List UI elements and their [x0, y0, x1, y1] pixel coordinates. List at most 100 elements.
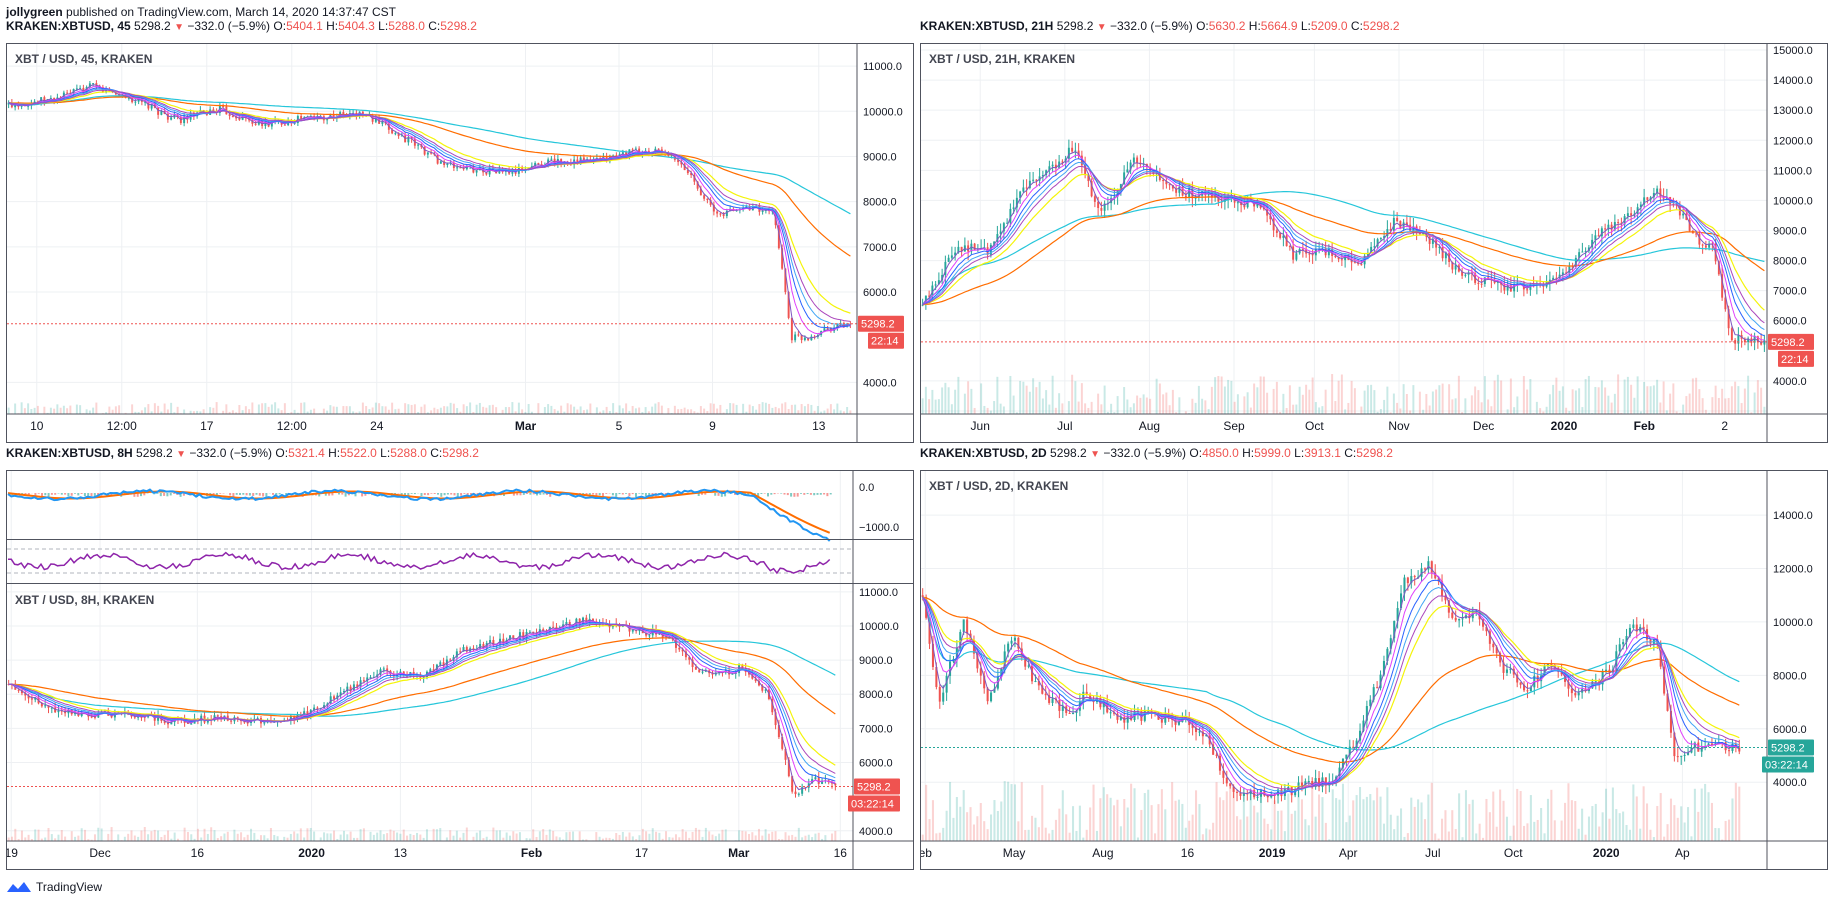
price-badge [1768, 739, 1814, 756]
volume-bar [306, 411, 309, 414]
volume-bar [631, 405, 634, 414]
chart-panel-2d[interactable]: 14000.012000.010000.08000.06000.04000.0e… [920, 470, 1828, 870]
volume-bar [1558, 390, 1561, 414]
candle-body [222, 106, 225, 108]
price-badge-text: 5298.2 [1771, 337, 1805, 349]
chart-canvas[interactable]: 11000.010000.09000.08000.07000.06000.040… [7, 471, 913, 869]
candle-body [1680, 755, 1683, 757]
volume-bar [445, 837, 448, 841]
candle-body [1165, 181, 1168, 185]
volume-bar [508, 407, 511, 414]
volume-bar [1171, 782, 1174, 841]
candle-body [402, 671, 405, 676]
chart-panel-21h[interactable]: 15000.0 14000.0 13000.0 12000.0 11000.0 10000… [920, 43, 1828, 443]
volume-bar [1666, 824, 1669, 841]
candle-body [534, 163, 537, 167]
volume-bar [1012, 395, 1015, 414]
volume-bar [955, 797, 958, 841]
volume-bar [1731, 798, 1734, 841]
volume-bar [1598, 826, 1601, 841]
volume-bar [1095, 830, 1098, 841]
volume-bar [419, 834, 422, 841]
volume-bar [107, 833, 110, 841]
volume-bar [176, 838, 179, 841]
candle-body [1195, 727, 1198, 733]
volume-bar [1536, 819, 1539, 841]
time-tick-label: 17 [635, 846, 649, 860]
candle-body [1400, 593, 1403, 609]
volume-bar [77, 835, 80, 841]
candle-body [1242, 793, 1245, 796]
chart-canvas[interactable]: 15000.014000.013000.012000.011000.010000… [921, 44, 1827, 442]
volume-bar [1760, 387, 1763, 414]
volume-bar [605, 406, 608, 414]
volume-bar [1695, 377, 1698, 414]
volume-bar [14, 828, 17, 841]
tradingview-footer[interactable]: TradingView [6, 880, 102, 894]
volume-bar [1591, 806, 1594, 841]
volume-bar [1019, 380, 1022, 414]
volume-bar [1136, 395, 1139, 414]
volume-bar [210, 827, 213, 841]
volume-bar [225, 404, 228, 414]
volume-bar [761, 402, 764, 414]
volume-bar [1574, 801, 1577, 841]
price-badge [1768, 333, 1814, 350]
chart-canvas[interactable]: 11000.010000.09000.08000.07000.06000.040… [7, 44, 913, 442]
volume-bar [1753, 392, 1756, 414]
candle-body [34, 697, 37, 700]
volume-bar [645, 831, 648, 841]
volume-bar [1171, 389, 1174, 414]
volume-bar [1126, 807, 1129, 841]
candle-body [163, 720, 166, 723]
volume-bar [1263, 818, 1266, 841]
candle-body [144, 101, 147, 103]
candle-body [1666, 693, 1669, 711]
publisher-name[interactable]: jollygreen [6, 5, 63, 19]
volume-bar [46, 412, 49, 414]
ohlc-high: 5522.0 [340, 446, 377, 460]
candle-body [1516, 674, 1519, 683]
volume-bar [1321, 797, 1324, 841]
pane-separator[interactable] [7, 539, 913, 540]
candle-body [699, 188, 702, 196]
candle-body [1630, 213, 1633, 216]
volume-bar [1220, 376, 1223, 414]
volume-bar [1253, 383, 1256, 414]
volume-bar [1099, 798, 1102, 841]
volume-bar [638, 407, 641, 414]
candle-body [1152, 170, 1155, 174]
ohlc-close: 5298.2 [1356, 446, 1393, 460]
ohlc-high-label: H: [1242, 446, 1255, 460]
volume-bar [1340, 374, 1343, 414]
volume-bar [1158, 383, 1161, 414]
volume-bar [1392, 393, 1395, 414]
pane-separator[interactable] [7, 583, 913, 584]
volume-bar [820, 411, 823, 414]
chart-panel-45[interactable]: 11000.0 10000.0 9000.0 8000.0 7000.0 6000.0 40… [6, 43, 914, 443]
volume-bar [1636, 376, 1639, 414]
volume-bar [658, 832, 661, 841]
time-tick-label: Jul [1057, 419, 1072, 433]
volume-bar [1482, 837, 1485, 841]
candle-body [701, 671, 704, 673]
volume-bar [748, 404, 751, 414]
volume-bar [335, 406, 338, 414]
volume-bar [1687, 807, 1690, 841]
chart-panel-8h[interactable]: 11000.0 10000.0 9000.0 8000.0 7000.0 6000.0 40… [6, 470, 914, 870]
chart-canvas[interactable]: 14000.012000.010000.08000.06000.04000.0e… [921, 471, 1827, 869]
macd-histogram-bar [780, 493, 783, 494]
volume-bar [949, 781, 952, 841]
candle-body [1597, 235, 1600, 237]
volume-bar [131, 404, 134, 414]
volume-bar [456, 408, 459, 414]
volume-bar [508, 835, 511, 841]
volume-bar [485, 407, 488, 414]
candle-body [92, 83, 95, 85]
volume-bar [1483, 376, 1486, 414]
candle-body [996, 234, 999, 242]
volume-bar [420, 406, 423, 414]
volume-bar [501, 409, 504, 414]
price-tick-label: 10000.0 [863, 106, 903, 118]
time-tick-label: Aug [1139, 419, 1160, 433]
